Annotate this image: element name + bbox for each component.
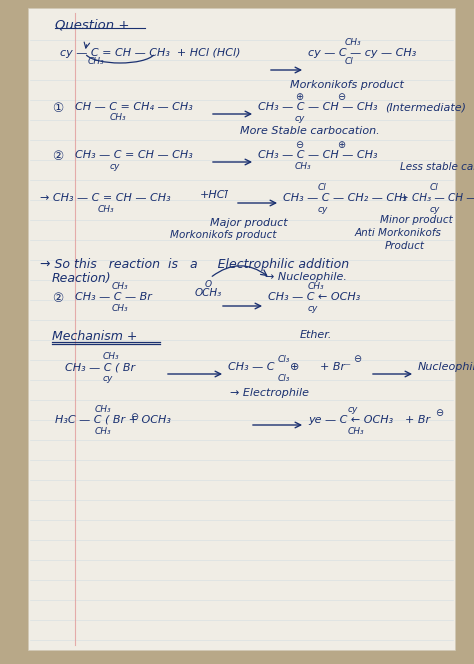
Text: Morkonikofs product: Morkonikofs product [290,80,404,90]
Text: Cl: Cl [318,183,327,192]
Text: ⊖: ⊖ [130,412,138,422]
Text: Ether.: Ether. [300,330,332,340]
Text: → Electrophile: → Electrophile [230,388,309,398]
Text: ②: ② [52,150,63,163]
Text: CH₃: CH₃ [95,405,111,414]
Text: OCH₃: OCH₃ [195,288,222,298]
Text: ⊖: ⊖ [337,92,345,102]
Text: CH — C = CH₄ — CH₃: CH — C = CH₄ — CH₃ [75,102,193,112]
Text: Cl₃: Cl₃ [278,355,291,364]
Text: CH₃ — C — CH — CH₃: CH₃ — C — CH — CH₃ [258,150,377,160]
Text: → CH₃ — C = CH — CH₃: → CH₃ — C = CH — CH₃ [40,193,171,203]
Text: Cl₃: Cl₃ [278,374,291,383]
Text: ⊖: ⊖ [435,408,443,418]
Text: CH₃: CH₃ [88,57,105,66]
Text: Question +: Question + [55,18,129,31]
Text: ②: ② [52,292,63,305]
Text: Less stable carbocation: Less stable carbocation [400,162,474,172]
Text: CH₃: CH₃ [295,162,311,171]
Text: + Br⁻: + Br⁻ [320,362,351,372]
Text: Mechanism +: Mechanism + [52,330,137,343]
Text: cy: cy [348,405,358,414]
Text: cy: cy [295,114,305,123]
Text: CH₃ — C ( Br: CH₃ — C ( Br [65,362,135,372]
Text: CH₃: CH₃ [110,113,127,122]
Text: Nucleophile.: Nucleophile. [418,362,474,372]
Text: Reaction): Reaction) [52,272,111,285]
Text: H₃C — C ( Br + OCH₃: H₃C — C ( Br + OCH₃ [55,415,171,425]
Text: → Nucleophile.: → Nucleophile. [265,272,347,282]
Text: Morkonikofs product: Morkonikofs product [170,230,276,240]
Text: CH₃: CH₃ [112,282,128,291]
Text: More Stable carbocation.: More Stable carbocation. [240,126,380,136]
Text: → So this   reaction  is   a     Electrophilic addition: → So this reaction is a Electrophilic ad… [40,258,349,271]
Text: ye — C ← OCH₃: ye — C ← OCH₃ [308,415,393,425]
Text: CH₃ — C — Br: CH₃ — C — Br [75,292,152,302]
Text: cy — C — cy — CH₃: cy — C — cy — CH₃ [308,48,416,58]
Text: CH₃ — C = CH — CH₃: CH₃ — C = CH — CH₃ [75,150,193,160]
Text: CH₃ — C: CH₃ — C [228,362,274,372]
Text: cy — C = CH — CH₃  + HCl (HCl): cy — C = CH — CH₃ + HCl (HCl) [60,48,240,58]
Text: Major product: Major product [210,218,288,228]
Text: cy: cy [318,205,328,214]
Text: ⊕: ⊕ [290,362,300,372]
Text: ⊕: ⊕ [337,140,345,150]
Text: ⊖: ⊖ [295,140,303,150]
Text: CH₃: CH₃ [95,427,111,436]
Text: CH₃ — C — CH₂ — CH₃: CH₃ — C — CH₂ — CH₃ [283,193,407,203]
Text: Minor product: Minor product [380,215,453,225]
Text: O: O [205,280,212,289]
Text: cy: cy [430,205,440,214]
Text: CH₃: CH₃ [348,427,365,436]
Text: + CH₃ — CH — C — CH₃: + CH₃ — CH — C — CH₃ [400,193,474,203]
Text: ⊖: ⊖ [353,354,361,364]
Text: +HCl̄: +HCl̄ [200,190,228,200]
Text: CH₃: CH₃ [103,352,119,361]
Text: Anti Morkonikofs: Anti Morkonikofs [355,228,442,238]
Text: CH₃: CH₃ [345,38,362,47]
Text: Cl: Cl [345,57,354,66]
Text: cy: cy [103,374,113,383]
Text: (Intermediate): (Intermediate) [385,102,466,112]
Text: cy: cy [110,162,120,171]
Text: CH₃ — C — CH — CH₃: CH₃ — C — CH — CH₃ [258,102,377,112]
Text: CH₃: CH₃ [98,205,115,214]
Text: + Br: + Br [405,415,430,425]
Text: CH₃ — C ← OCH₃: CH₃ — C ← OCH₃ [268,292,360,302]
Text: Cl: Cl [430,183,439,192]
Text: ①: ① [52,102,63,115]
Text: CH₃: CH₃ [308,282,325,291]
Text: cy: cy [308,304,319,313]
Text: Product: Product [385,241,425,251]
Text: ⊕: ⊕ [295,92,303,102]
Text: CH₃: CH₃ [112,304,128,313]
